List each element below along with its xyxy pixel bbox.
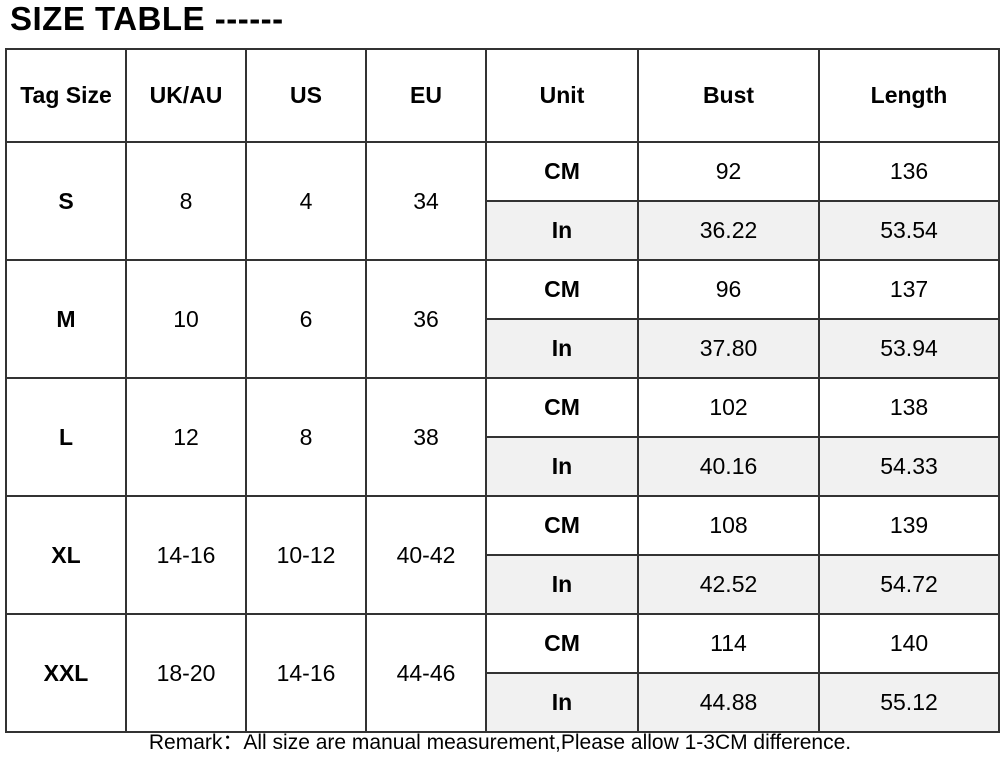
eu-cell: 44-46 xyxy=(365,613,487,733)
unit-cell-cm: CM xyxy=(485,259,639,320)
unit-cell-in: In xyxy=(485,672,639,733)
bust-in-cell: 44.88 xyxy=(637,672,820,733)
length-cm-cell: 137 xyxy=(818,259,1000,320)
table-row: L 12 8 38 CM 102 138 xyxy=(5,377,1000,497)
table-row: XXL 18-20 14-16 44-46 CM 114 140 xyxy=(5,613,1000,733)
length-cm-cell: 139 xyxy=(818,495,1000,556)
length-cm-cell: 138 xyxy=(818,377,1000,438)
eu-cell: 34 xyxy=(365,141,487,261)
length-cm-cell: 140 xyxy=(818,613,1000,674)
table-row: S 8 4 34 CM 92 136 xyxy=(5,141,1000,261)
length-in-cell: 54.72 xyxy=(818,554,1000,615)
unit-cell-cm: CM xyxy=(485,495,639,556)
table-row-inches: In 44.88 55.12 xyxy=(6,672,1000,733)
bust-cm-cell: 114 xyxy=(637,613,820,674)
bust-in-cell: 42.52 xyxy=(637,554,820,615)
tag-size-cell: XXL xyxy=(5,613,127,733)
header-row: Tag Size UK/AU US EU Unit Bust Length xyxy=(5,48,1000,143)
us-cell: 14-16 xyxy=(245,613,367,733)
header-uk-au: UK/AU xyxy=(125,48,247,143)
bust-in-cell: 40.16 xyxy=(637,436,820,497)
unit-cell-in: In xyxy=(485,318,639,379)
us-cell: 4 xyxy=(245,141,367,261)
eu-cell: 36 xyxy=(365,259,487,379)
uk-au-cell: 8 xyxy=(125,141,247,261)
unit-cell-in: In xyxy=(485,200,639,261)
table-row: XL 14-16 10-12 40-42 CM 108 139 xyxy=(5,495,1000,615)
eu-cell: 38 xyxy=(365,377,487,497)
bust-cm-cell: 102 xyxy=(637,377,820,438)
header-us: US xyxy=(245,48,367,143)
bust-cm-cell: 108 xyxy=(637,495,820,556)
tag-size-cell: S xyxy=(5,141,127,261)
bust-in-cell: 36.22 xyxy=(637,200,820,261)
length-in-cell: 54.33 xyxy=(818,436,1000,497)
length-in-cell: 55.12 xyxy=(818,672,1000,733)
unit-cell-cm: CM xyxy=(485,141,639,202)
tag-size-cell: XL xyxy=(5,495,127,615)
uk-au-cell: 14-16 xyxy=(125,495,247,615)
header-tag-size: Tag Size xyxy=(5,48,127,143)
unit-cell-cm: CM xyxy=(485,377,639,438)
unit-cell-in: In xyxy=(485,436,639,497)
bust-cm-cell: 96 xyxy=(637,259,820,320)
table-row-inches: In 40.16 54.33 xyxy=(6,436,1000,497)
header-eu: EU xyxy=(365,48,487,143)
us-cell: 6 xyxy=(245,259,367,379)
length-in-cell: 53.54 xyxy=(818,200,1000,261)
table-row: M 10 6 36 CM 96 137 xyxy=(5,259,1000,379)
uk-au-cell: 18-20 xyxy=(125,613,247,733)
uk-au-cell: 10 xyxy=(125,259,247,379)
table-row-inches: In 37.80 53.94 xyxy=(6,318,1000,379)
unit-cell-in: In xyxy=(485,554,639,615)
bust-in-cell: 37.80 xyxy=(637,318,820,379)
tag-size-cell: M xyxy=(5,259,127,379)
tag-size-cell: L xyxy=(5,377,127,497)
table-row-inches: In 36.22 53.54 xyxy=(6,200,1000,261)
remark-note: Remark：All size are manual measurement,P… xyxy=(148,731,852,754)
length-cm-cell: 136 xyxy=(818,141,1000,202)
eu-cell: 40-42 xyxy=(365,495,487,615)
us-cell: 8 xyxy=(245,377,367,497)
length-in-cell: 53.94 xyxy=(818,318,1000,379)
unit-cell-cm: CM xyxy=(485,613,639,674)
us-cell: 10-12 xyxy=(245,495,367,615)
header-unit: Unit xyxy=(485,48,639,143)
page-title: SIZE TABLE ------ xyxy=(10,0,284,37)
table-row-inches: In 42.52 54.72 xyxy=(6,554,1000,615)
uk-au-cell: 12 xyxy=(125,377,247,497)
header-bust: Bust xyxy=(637,48,820,143)
header-length: Length xyxy=(818,48,1000,143)
bust-cm-cell: 92 xyxy=(637,141,820,202)
